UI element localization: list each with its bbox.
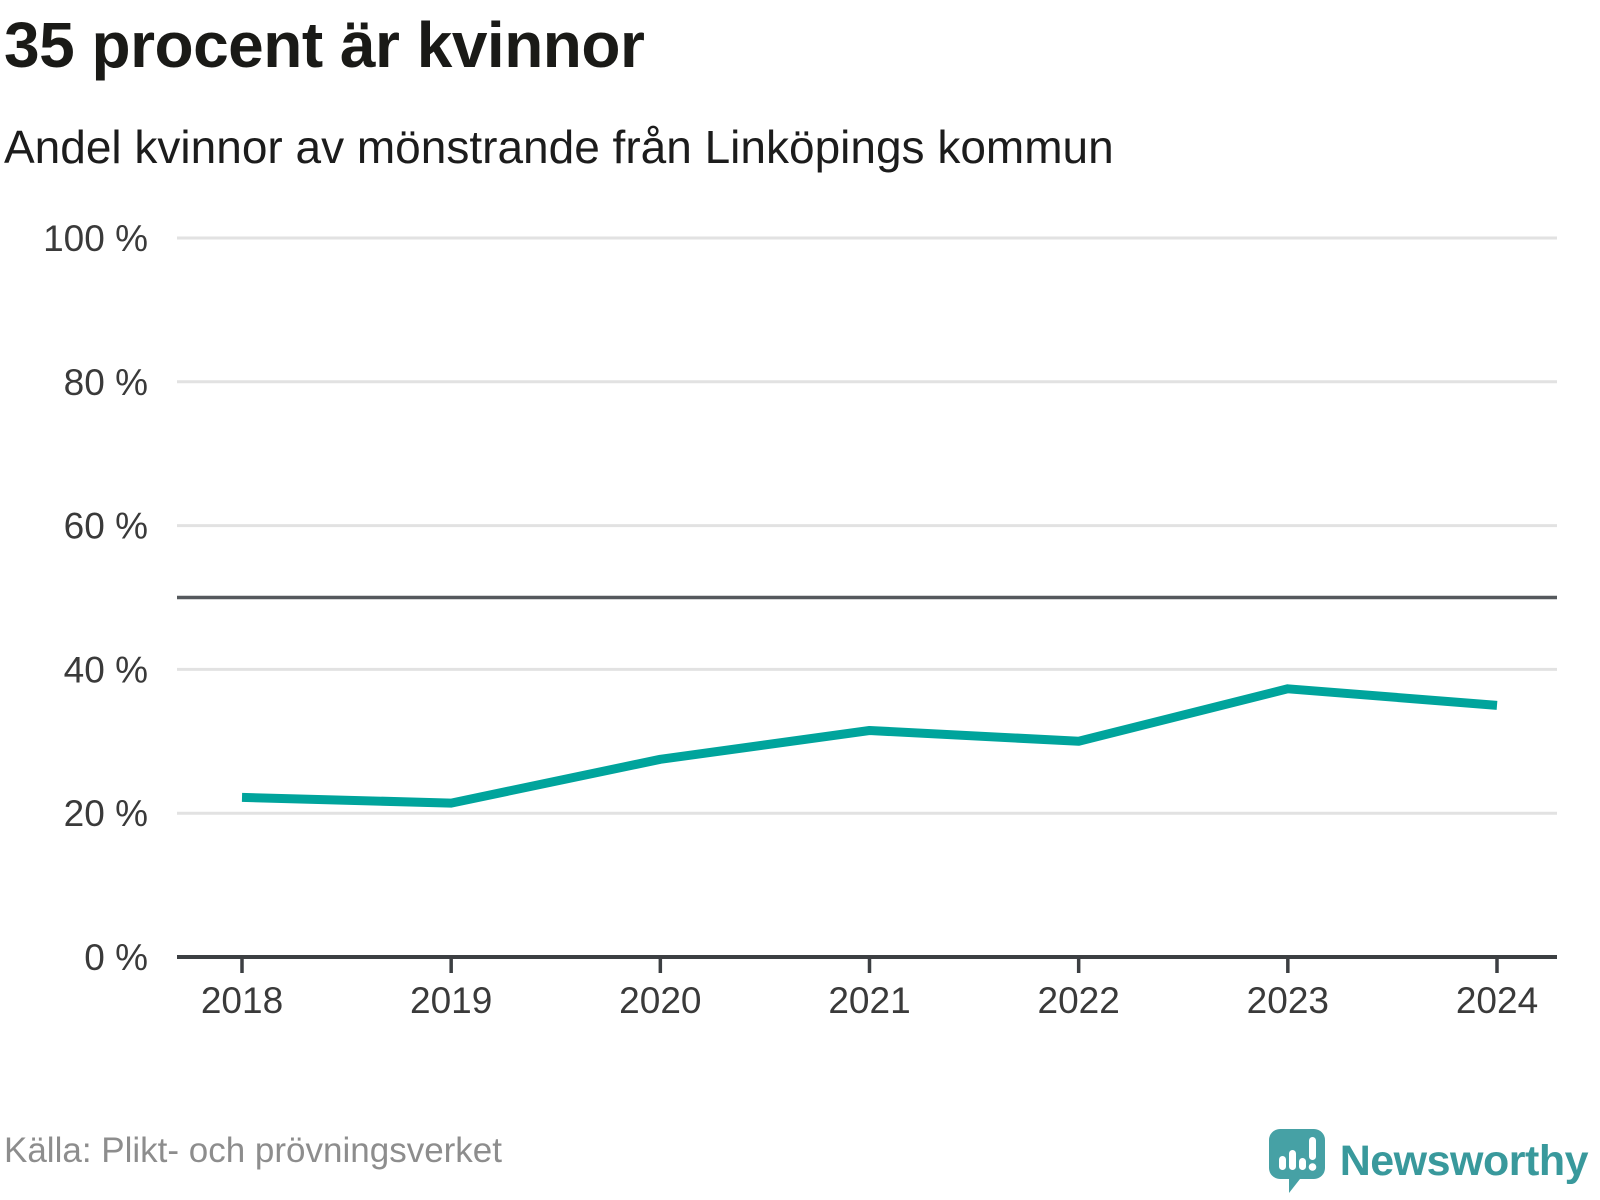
line-chart: 0 % 20 % 40 % 60 % 80 % 100 % 2018 2019 2020 2021… <box>43 218 1557 1021</box>
page-title: 35 procent är kvinnor <box>4 9 645 81</box>
y-tick-label-20: 20 % <box>64 793 148 834</box>
x-tick-label-2023: 2023 <box>1247 980 1329 1021</box>
y-tick-label-0: 0 % <box>84 937 148 978</box>
newsworthy-wordmark: Newsworthy <box>1339 1136 1589 1185</box>
data-line-andel-kvinnor-av-m-nstrande <box>241 684 1498 808</box>
x-tick-label-2022: 2022 <box>1038 980 1120 1021</box>
x-tick-label-2024: 2024 <box>1456 980 1538 1021</box>
x-tick-label-2021: 2021 <box>828 980 910 1021</box>
y-tick-label-80: 80 % <box>64 362 148 403</box>
y-tick-label-100: 100 % <box>43 218 148 259</box>
source-note: Källa: Plikt- och prövningsverket <box>4 1131 502 1170</box>
y-tick-label-40: 40 % <box>64 649 148 690</box>
chart-subtitle: Andel kvinnor av mönstrande från Linköpi… <box>4 121 1114 173</box>
x-tick-label-2018: 2018 <box>201 980 283 1021</box>
x-tick-label-2020: 2020 <box>619 980 701 1021</box>
newsworthy-bubble-icon <box>1268 1129 1325 1193</box>
x-tick-label-2019: 2019 <box>410 980 492 1021</box>
newsworthy-logo: Newsworthy <box>1268 1128 1589 1194</box>
y-tick-label-60: 60 % <box>64 506 148 547</box>
